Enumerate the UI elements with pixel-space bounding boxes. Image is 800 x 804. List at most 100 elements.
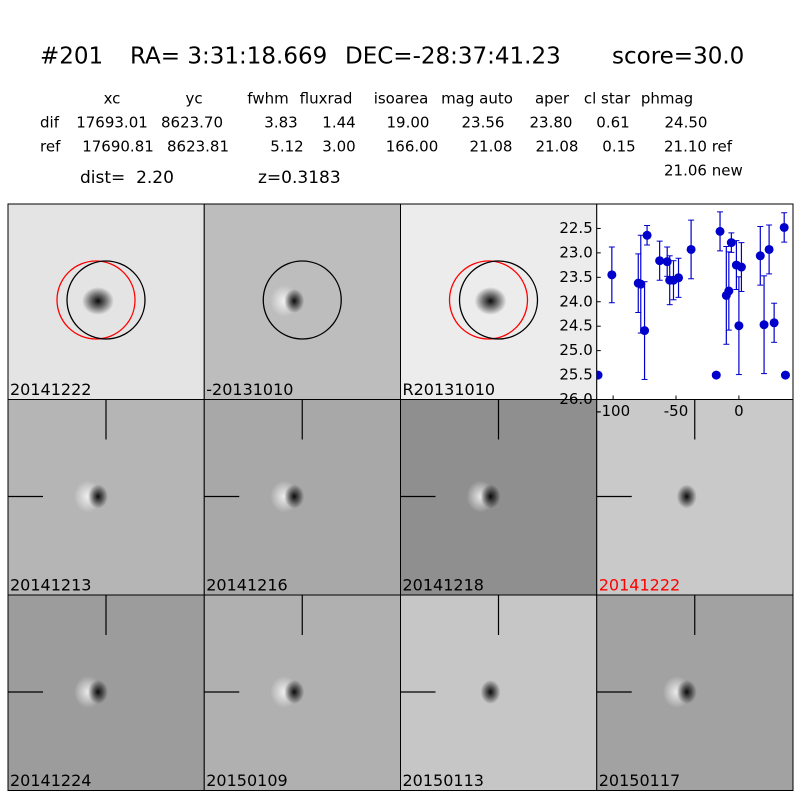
point (686, 244, 696, 254)
redshift: z=0.3183 (258, 168, 341, 188)
source-blob (474, 287, 507, 315)
table-cell: 21.08 (470, 138, 513, 156)
stamp: R20131010 (400, 203, 598, 400)
column-header: isoarea (374, 90, 429, 108)
source-blob (284, 484, 305, 509)
ref-circle (56, 260, 136, 340)
row-label: ref (40, 138, 61, 156)
table-cell: 17693.01 (76, 114, 148, 132)
source-blob (88, 680, 108, 704)
source-blob (676, 680, 697, 704)
point (724, 286, 734, 296)
y-tick-label: 22.5 (559, 219, 592, 237)
column-header: mag auto (441, 90, 513, 108)
point (764, 244, 774, 254)
row-label: dif (40, 114, 60, 132)
point (596, 370, 603, 380)
phmag-new: 21.06 new (664, 162, 743, 180)
stamp-label: 20141224 (10, 771, 91, 790)
x-tick-label: 0 (734, 402, 744, 420)
point (734, 321, 744, 331)
source-blob (284, 680, 305, 704)
stamp-label: 20150109 (206, 771, 287, 790)
y-tick-label: 23.0 (559, 243, 592, 261)
source-blob (676, 484, 697, 509)
point (769, 318, 779, 328)
object-id: #201 (40, 44, 103, 70)
stamp: 20141216 (203, 399, 401, 596)
stamp: 20141224 (7, 594, 205, 791)
points (596, 211, 790, 380)
point (642, 230, 652, 240)
score: score=30.0 (612, 44, 744, 70)
source-blob (480, 484, 501, 509)
table-cell: 1.44 (322, 114, 355, 132)
y-tick-label: 25.0 (559, 341, 592, 359)
column-header: xc (104, 90, 121, 108)
aperture-circle (458, 260, 539, 340)
point (662, 257, 672, 267)
stamp: 20141218 (400, 399, 598, 596)
stamp: 20141222 (596, 399, 794, 596)
y-tick-label: 24.0 (559, 292, 592, 310)
source-blob (88, 484, 108, 509)
column-header: yc (185, 90, 202, 108)
y-tick-label: 24.5 (559, 317, 592, 335)
stamp-label: 20150117 (599, 771, 680, 790)
point (715, 226, 725, 236)
x-tick-label: -50 (664, 402, 689, 420)
source-blob (480, 680, 501, 704)
stamp-label: 20141218 (403, 576, 484, 595)
stamp: 20150113 (400, 594, 598, 791)
table-cell: 21.08 (536, 138, 579, 156)
table-cell: 5.12 (270, 138, 303, 156)
column-header: aper (535, 90, 570, 108)
dist: dist= 2.20 (80, 168, 174, 188)
point (607, 270, 617, 280)
stamp-label: 20141213 (10, 576, 91, 595)
stamp: 20150109 (203, 594, 401, 791)
column-header: phmag (641, 90, 693, 108)
stamp: 20150117 (596, 594, 794, 791)
table-cell: 0.61 (596, 114, 629, 132)
stamp: 20141213 (7, 399, 205, 596)
y-tick-label: 26.0 (559, 390, 592, 408)
table-cell: 23.56 (462, 114, 505, 132)
column-header: fwhm (247, 90, 288, 108)
ref-circle (448, 260, 529, 340)
stamp-label: R20131010 (403, 380, 496, 399)
point (755, 251, 765, 261)
table-cell: 23.80 (530, 114, 573, 132)
ra: RA= 3:31:18.669 (130, 44, 327, 70)
table-cell: 8623.81 (167, 138, 229, 156)
point (736, 262, 746, 272)
table-cell: 24.50 (665, 114, 708, 132)
source-blob (284, 289, 305, 313)
stamp-label: 20141222 (10, 380, 91, 399)
y-tick-label: 23.5 (559, 268, 592, 286)
x-tick-label: -100 (596, 402, 630, 420)
table-cell: 166.00 (386, 138, 439, 156)
point (779, 222, 789, 232)
dec: DEC=-28:37:41.23 (345, 44, 561, 70)
point (726, 238, 736, 248)
table-cell: 21.10 ref (664, 138, 733, 156)
stamp: 20141222 (7, 203, 205, 400)
table-cell: 3.00 (322, 138, 355, 156)
stamp-label: 20141222 (599, 576, 680, 595)
stamp: -20131010 (203, 203, 401, 400)
source-blob (82, 287, 114, 315)
stamp-label: 20141216 (206, 576, 287, 595)
column-header: fluxrad (300, 90, 353, 108)
point (759, 320, 769, 330)
table-cell: 3.83 (264, 114, 297, 132)
point (674, 273, 684, 283)
point (640, 326, 650, 336)
table-cell: 8623.70 (161, 114, 223, 132)
point (780, 370, 790, 380)
aperture-circle (66, 260, 146, 340)
column-header: cl star (584, 90, 631, 108)
table-cell: 0.15 (602, 138, 635, 156)
y-tick-label: 25.5 (559, 366, 592, 384)
